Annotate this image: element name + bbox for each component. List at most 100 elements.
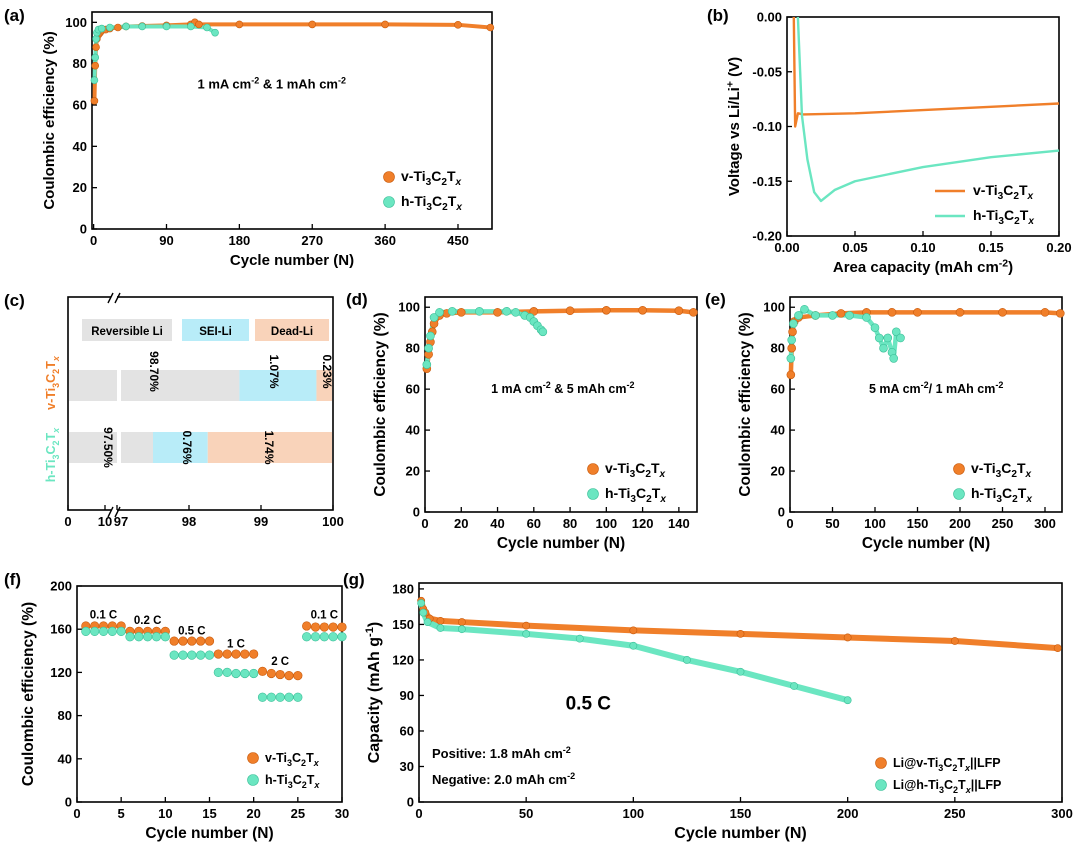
legend-label-part: 3 <box>51 383 61 388</box>
legend-label-part: 3 <box>996 494 1002 505</box>
legend-label-part: T <box>447 168 456 184</box>
legend-label-part: T <box>44 432 58 440</box>
y-tick-label: 0 <box>778 505 785 520</box>
x-tick-label: 140 <box>668 516 690 531</box>
condition-annotation: 1 mA cm-2 & 5 mAh cm-2 <box>491 380 634 396</box>
bar-dead-li <box>207 432 332 463</box>
data-point-h <box>319 632 329 642</box>
data-point-h <box>169 650 179 660</box>
data-point-h <box>275 692 285 702</box>
data-point-v <box>266 668 276 679</box>
x-tick-label: 20 <box>246 806 260 821</box>
row-label: h-Ti3C2Tx <box>44 427 61 482</box>
data-point-h <box>186 22 195 31</box>
data-point-v <box>689 308 698 317</box>
legend-label-part: 3 <box>939 785 944 795</box>
data-point-v <box>90 97 99 105</box>
legend-label-part: 2 <box>1012 494 1018 505</box>
data-point-v <box>602 306 611 315</box>
legend-label-part: 2 <box>953 785 958 795</box>
bar-break <box>117 432 121 463</box>
y-tick-label: 0 <box>407 795 414 810</box>
x-tick-label: 80 <box>563 516 577 531</box>
data-point-h <box>422 360 432 369</box>
legend-marker-h <box>953 488 965 500</box>
data-point-v <box>674 306 684 316</box>
data-point-v <box>457 618 466 626</box>
y-tick-label: 100 <box>398 300 420 315</box>
y-tick-label: 200 <box>50 579 72 594</box>
panel-label: (a) <box>4 6 25 25</box>
legend-label-part: 2 <box>952 763 957 773</box>
legend-label-h: h-Ti3C2Tx <box>401 193 462 213</box>
legend-label-part: 3 <box>998 216 1004 227</box>
legend-label-part: h-Ti <box>973 207 998 223</box>
legend-label-part: 3 <box>938 763 943 773</box>
legend-label-part: h-Ti <box>44 460 58 483</box>
y-tick-label: 120 <box>392 652 414 667</box>
x-tick-label: 30 <box>335 806 349 821</box>
data-point-v <box>204 636 215 646</box>
bar-reversible-li <box>69 432 153 463</box>
superscript: -2 <box>921 380 929 390</box>
x-tick-label: 270 <box>301 233 323 248</box>
bar-sei-li <box>239 370 317 401</box>
x-tick-label: 120 <box>632 516 654 531</box>
x-tick-label: 150 <box>907 516 929 531</box>
legend-label-part: C <box>1003 182 1013 198</box>
y-tick-label: -0.05 <box>752 64 782 79</box>
data-point-v <box>1053 644 1062 653</box>
legend-label-part: x <box>455 202 462 213</box>
y-tick-label: 60 <box>406 382 420 397</box>
axis-break-mark <box>114 506 121 518</box>
data-point-v <box>195 20 203 29</box>
series-band-h <box>92 24 217 81</box>
legend-label-part: ||LFP <box>971 778 1002 792</box>
legend-label-h: h-Ti3C2Tx <box>265 773 320 790</box>
x-tick-label: 450 <box>447 233 469 248</box>
text-part: Coulombic efficiency (%) <box>20 602 37 786</box>
x-tick-label: 15 <box>202 806 216 821</box>
y-axis-label: Coulombic efficiency (%) <box>41 31 58 209</box>
legend-label-part: 3 <box>426 177 432 188</box>
x-tick-label: 20 <box>454 516 468 531</box>
legend-label-part: 2 <box>1014 216 1020 227</box>
data-point-h <box>222 667 232 678</box>
legend-label-part: x <box>51 427 61 434</box>
data-point-h <box>800 304 809 314</box>
data-point-h <box>787 335 797 345</box>
y-axis-label: Coulombic efficiency (%) <box>737 312 754 496</box>
series-band-v <box>424 308 694 369</box>
bar-value-label: 0.76% <box>180 430 194 464</box>
text-part: Positive: 1.8 mAh cm <box>432 746 563 761</box>
legend-marker-v <box>953 463 965 475</box>
bar-value-label: 1.74% <box>262 430 276 464</box>
legend-label-part: T <box>1017 460 1026 476</box>
y-tick-label: 100 <box>763 300 785 315</box>
data-point-v <box>249 649 259 659</box>
data-point-h <box>125 632 135 642</box>
x-tick-label: 250 <box>992 516 1014 531</box>
data-point-h <box>883 333 893 343</box>
y-tick-label: 120 <box>50 665 72 680</box>
legend-label-part: 2 <box>301 758 306 768</box>
data-point-h <box>828 311 837 320</box>
plot-frame-b <box>786 16 1060 237</box>
data-point-h <box>134 632 144 642</box>
legend-label-part: 3 <box>630 494 636 505</box>
y-tick-label: 60 <box>400 723 414 738</box>
panel-label: (b) <box>707 6 729 25</box>
panel-label: (c) <box>4 291 25 310</box>
x-tick-label: 60 <box>527 516 541 531</box>
negative-loading-note: Negative: 2.0 mAh cm-2 <box>432 771 575 787</box>
condition-annotation: 5 mA cm-2/ 1 mAh cm-2 <box>869 380 1003 396</box>
x-tick-label: 40 <box>490 516 504 531</box>
row-label: v-Ti3C2Tx <box>44 355 61 410</box>
text-part: Negative: 2.0 mAh cm <box>432 772 567 787</box>
data-point-h <box>91 53 100 62</box>
y-axis-label: Coulombic efficiency (%) <box>372 312 389 496</box>
data-point-v <box>308 20 317 29</box>
legend-marker-h <box>875 779 887 791</box>
legend-label-part: C <box>293 773 302 787</box>
x-tick-label: 100 <box>622 806 644 821</box>
